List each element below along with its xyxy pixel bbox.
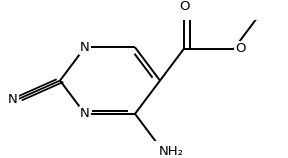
Text: O: O <box>235 42 246 55</box>
Text: O: O <box>179 0 189 13</box>
Text: N: N <box>8 93 18 106</box>
Text: N: N <box>80 107 90 120</box>
Text: N: N <box>80 41 90 54</box>
Text: NH₂: NH₂ <box>159 145 184 158</box>
